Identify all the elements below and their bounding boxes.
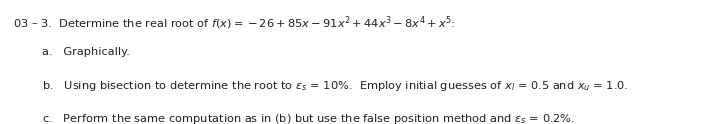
- Text: 03 – 3.  Determine the real root of $f(x) = -26 + 85x - 91x^2 + 44x^3 - 8x^4 + x: 03 – 3. Determine the real root of $f(x)…: [13, 15, 456, 32]
- Text: c.   Perform the same computation as in (b) but use the false position method an: c. Perform the same computation as in (b…: [42, 112, 575, 124]
- Text: b.   Using bisection to determine the root to $\varepsilon_s$ = 10%.  Employ ini: b. Using bisection to determine the root…: [42, 79, 628, 93]
- Text: a.   Graphically.: a. Graphically.: [42, 47, 130, 57]
